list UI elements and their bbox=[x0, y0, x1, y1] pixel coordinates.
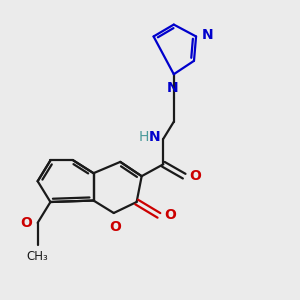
Text: N: N bbox=[202, 28, 214, 42]
Text: H: H bbox=[138, 130, 148, 144]
Text: N: N bbox=[167, 81, 178, 95]
Text: O: O bbox=[189, 169, 201, 183]
Text: O: O bbox=[109, 220, 121, 234]
Text: N: N bbox=[149, 130, 161, 144]
Text: O: O bbox=[164, 208, 176, 222]
Text: CH₃: CH₃ bbox=[27, 250, 49, 262]
Text: O: O bbox=[20, 216, 32, 230]
